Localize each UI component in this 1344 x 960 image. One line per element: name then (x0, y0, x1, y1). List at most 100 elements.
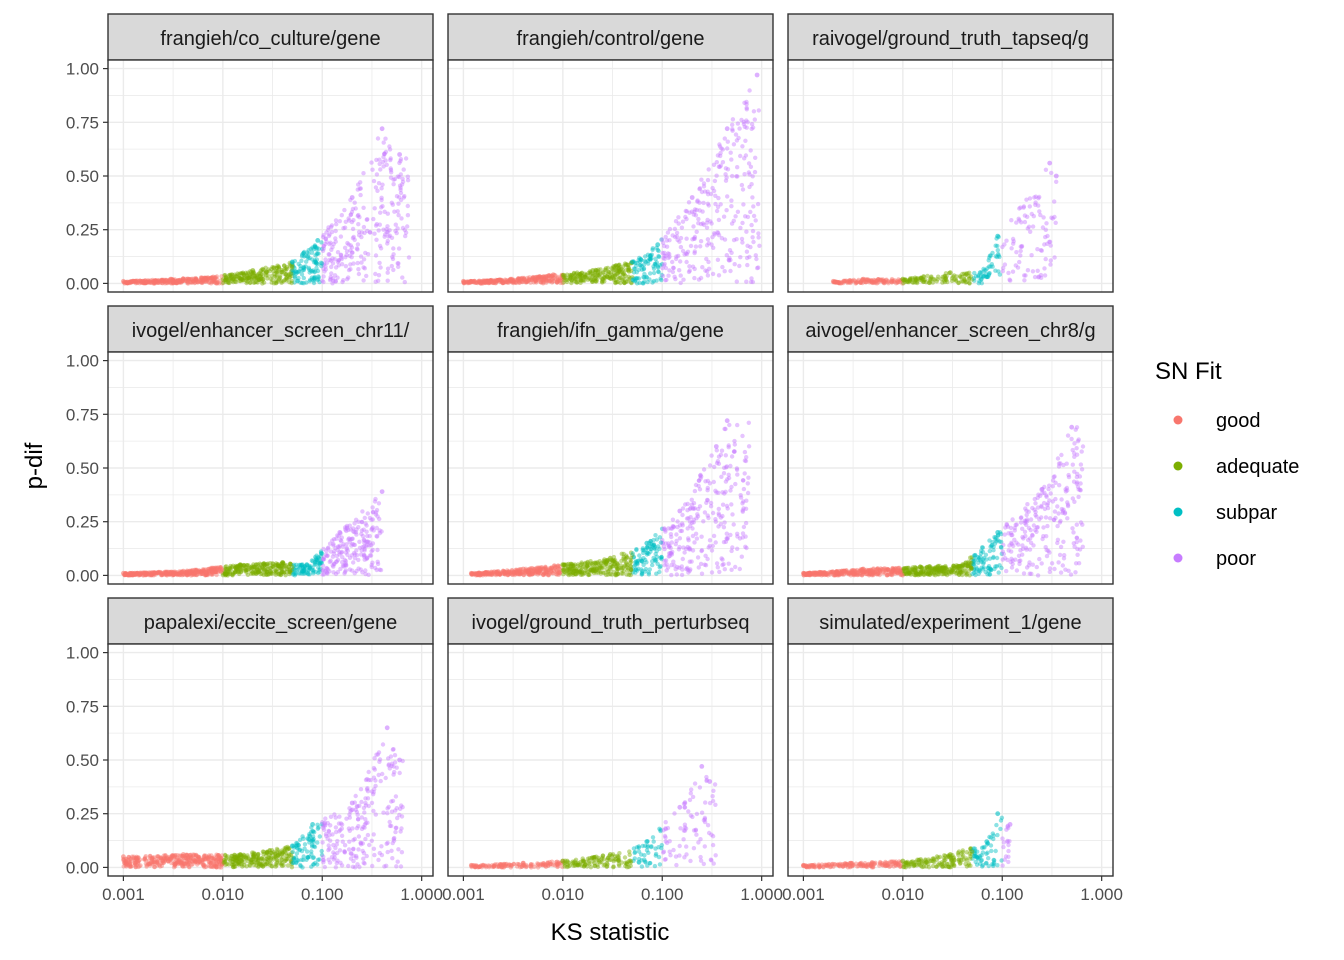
data-point (701, 519, 706, 524)
data-point (700, 265, 705, 270)
data-point (638, 257, 643, 262)
data-point (200, 279, 205, 284)
y-tick-label: 1.00 (66, 352, 99, 371)
data-point (385, 278, 390, 283)
data-point (244, 272, 249, 277)
data-point (1061, 539, 1066, 544)
data-point (398, 187, 403, 192)
data-point (390, 254, 395, 260)
data-point (694, 536, 700, 541)
data-point (541, 281, 546, 286)
data-point (713, 519, 718, 524)
data-point (269, 266, 274, 272)
data-point (691, 224, 696, 229)
data-point (154, 279, 159, 284)
data-point (1020, 534, 1025, 540)
data-point (1042, 273, 1048, 278)
data-point (506, 569, 512, 574)
strip-label: frangieh/co_culture/gene (160, 28, 380, 50)
data-point (150, 279, 156, 284)
data-point (312, 244, 317, 249)
data-point (265, 276, 270, 281)
data-point (672, 234, 678, 240)
data-point (1066, 568, 1071, 573)
data-point (732, 262, 737, 267)
data-point (271, 265, 276, 270)
data-point (356, 212, 361, 218)
data-point (148, 280, 154, 286)
data-point (685, 526, 690, 531)
data-point (726, 443, 731, 448)
data-point (222, 273, 227, 278)
data-point (399, 216, 404, 221)
data-point (1009, 218, 1014, 223)
data-point (737, 263, 742, 269)
data-point (204, 278, 210, 283)
data-point (276, 264, 281, 269)
data-point (164, 569, 169, 574)
data-point (1076, 487, 1081, 492)
data-point (340, 279, 345, 285)
data-point (322, 261, 327, 266)
data-point (637, 553, 642, 558)
data-point (1070, 496, 1076, 501)
data-point (191, 279, 196, 284)
data-point (367, 553, 373, 558)
data-point (352, 200, 357, 205)
data-point (722, 136, 727, 141)
data-point (292, 274, 297, 279)
data-point (729, 548, 734, 554)
data-point (996, 570, 1001, 575)
data-point (244, 280, 249, 286)
data-point (744, 498, 749, 503)
data-point (537, 571, 543, 576)
data-point (611, 569, 616, 574)
data-point (270, 265, 275, 270)
data-point (292, 265, 297, 271)
data-point (133, 278, 139, 283)
data-point (153, 279, 158, 284)
data-point (275, 268, 280, 274)
data-point (193, 277, 198, 283)
data-point (570, 570, 576, 576)
data-point (129, 279, 134, 284)
data-point (1021, 571, 1027, 576)
data-point (128, 279, 133, 285)
data-point (159, 277, 164, 283)
data-point (1044, 494, 1049, 499)
data-point (989, 543, 994, 549)
data-point (367, 543, 372, 548)
data-point (372, 231, 377, 236)
data-point (292, 280, 297, 285)
data-point (711, 479, 716, 485)
data-point (709, 570, 715, 575)
data-point (694, 229, 699, 234)
data-point (385, 211, 390, 216)
data-point (1029, 211, 1035, 217)
data-point (273, 269, 278, 274)
data-point (361, 205, 366, 210)
strip-label: frangieh/control/gene (517, 28, 705, 50)
data-point (735, 165, 740, 170)
data-point (745, 262, 750, 268)
data-point (572, 276, 578, 281)
data-point (654, 537, 660, 542)
data-point (263, 270, 269, 276)
data-point (717, 142, 722, 147)
data-point (376, 181, 382, 186)
data-point (121, 278, 126, 284)
data-point (724, 503, 730, 509)
data-point (375, 547, 380, 553)
data-point (309, 250, 315, 255)
data-point (361, 257, 367, 262)
data-point (692, 207, 698, 212)
data-point (993, 535, 998, 540)
data-point (706, 241, 711, 246)
data-point (141, 278, 146, 284)
data-point (185, 279, 190, 285)
data-point (359, 260, 364, 265)
data-point (389, 170, 394, 175)
data-point (698, 275, 704, 281)
data-point (173, 280, 178, 286)
data-point (143, 280, 148, 286)
